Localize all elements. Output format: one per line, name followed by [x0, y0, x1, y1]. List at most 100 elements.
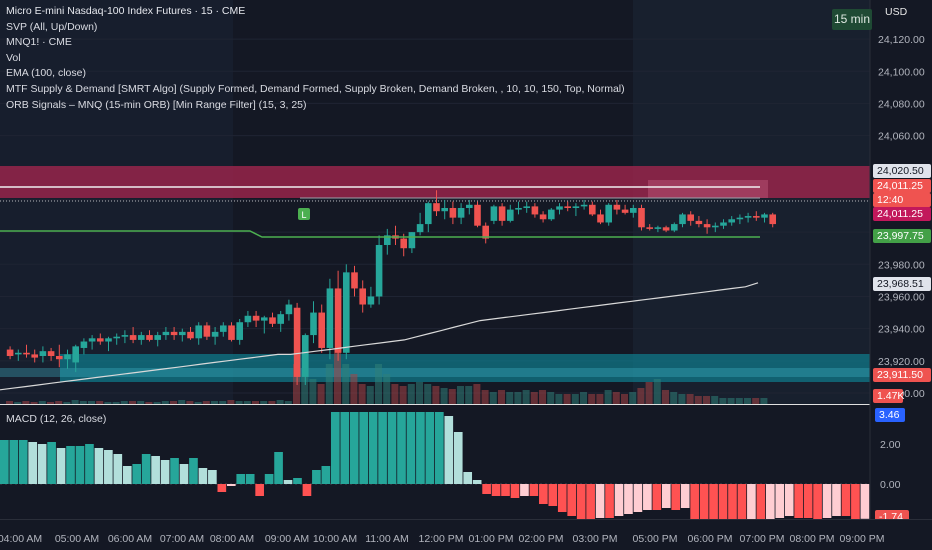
candle-body[interactable]: [441, 208, 448, 212]
candle-body[interactable]: [482, 225, 489, 239]
legend-ema[interactable]: EMA (100, close): [6, 67, 86, 80]
candle-body[interactable]: [105, 338, 112, 342]
candle-body[interactable]: [351, 272, 358, 289]
candle-body[interactable]: [416, 224, 424, 233]
candle-body[interactable]: [720, 222, 727, 226]
macd-histogram-bar[interactable]: [425, 412, 435, 484]
candle-body[interactable]: [80, 341, 88, 348]
candle-body[interactable]: [736, 217, 744, 220]
macd-histogram-bar[interactable]: [406, 412, 416, 484]
macd-histogram-bar[interactable]: [75, 446, 85, 484]
candle-body[interactable]: [539, 214, 547, 220]
candle-body[interactable]: [261, 317, 268, 321]
candle-body[interactable]: [203, 325, 211, 337]
candle-body[interactable]: [753, 216, 760, 218]
candle-body[interactable]: [564, 206, 571, 208]
macd-histogram-bar[interactable]: [359, 412, 369, 484]
candle-body[interactable]: [597, 214, 604, 223]
macd-histogram-bar[interactable]: [444, 416, 454, 484]
macd-histogram-bar[interactable]: [85, 444, 94, 484]
candle-body[interactable]: [613, 204, 621, 210]
candle-body[interactable]: [695, 220, 703, 225]
macd-histogram-bar[interactable]: [784, 484, 794, 516]
macd-histogram-bar[interactable]: [529, 484, 539, 496]
candle-body[interactable]: [220, 325, 227, 332]
candle-body[interactable]: [580, 204, 588, 207]
macd-histogram-bar[interactable]: [141, 454, 151, 484]
macd-histogram-bar[interactable]: [160, 460, 170, 484]
candle-body[interactable]: [64, 354, 71, 360]
candle-body[interactable]: [187, 331, 194, 339]
macd-histogram-bar[interactable]: [122, 466, 132, 484]
candle-body[interactable]: [474, 204, 481, 226]
candle-body[interactable]: [572, 206, 580, 208]
macd-histogram-bar[interactable]: [586, 484, 595, 522]
candle-body[interactable]: [170, 331, 178, 336]
macd-histogram-bar[interactable]: [189, 458, 198, 484]
macd-histogram-bar[interactable]: [472, 480, 482, 484]
macd-histogram-bar[interactable]: [860, 484, 870, 519]
macd-histogram-bar[interactable]: [794, 484, 804, 518]
candle-body[interactable]: [56, 356, 63, 360]
macd-histogram-bar[interactable]: [132, 464, 142, 484]
macd-histogram-bar[interactable]: [595, 484, 605, 518]
candle-body[interactable]: [138, 335, 145, 340]
candle-body[interactable]: [15, 352, 22, 355]
candle-body[interactable]: [703, 224, 711, 228]
macd-histogram-bar[interactable]: [387, 412, 397, 484]
macd-pane[interactable]: [0, 404, 932, 523]
timeframe-badge[interactable]: 15 min: [832, 9, 872, 30]
candle-body[interactable]: [761, 214, 768, 218]
candle-body[interactable]: [326, 288, 334, 348]
macd-legend[interactable]: MACD (12, 26, close): [6, 413, 107, 425]
candle-body[interactable]: [154, 335, 161, 340]
macd-histogram-bar[interactable]: [851, 484, 860, 522]
candle-body[interactable]: [367, 296, 375, 305]
candle-body[interactable]: [712, 225, 719, 228]
candle-body[interactable]: [654, 227, 662, 229]
candle-body[interactable]: [318, 312, 325, 348]
currency-label[interactable]: USD: [885, 6, 908, 18]
candle-body[interactable]: [195, 325, 202, 339]
macd-histogram-bar[interactable]: [709, 484, 718, 522]
macd-histogram-bar[interactable]: [841, 484, 851, 516]
macd-histogram-bar[interactable]: [255, 484, 264, 496]
macd-histogram-bar[interactable]: [170, 458, 179, 484]
macd-histogram-bar[interactable]: [349, 412, 359, 484]
macd-histogram-bar[interactable]: [236, 474, 246, 484]
candle-body[interactable]: [72, 346, 79, 363]
legend-svp[interactable]: SVP (All, Up/Down): [6, 20, 98, 33]
candle-body[interactable]: [744, 216, 752, 218]
macd-histogram-bar[interactable]: [47, 442, 56, 484]
legend-compare-symbol[interactable]: MNQ1! · CME: [6, 36, 72, 49]
macd-histogram-bar[interactable]: [226, 484, 236, 486]
candle-body[interactable]: [252, 315, 260, 321]
macd-histogram-bar[interactable]: [699, 484, 709, 522]
candle-body[interactable]: [515, 208, 522, 210]
candle-body[interactable]: [343, 272, 350, 353]
candle-body[interactable]: [457, 208, 465, 218]
candle-body[interactable]: [244, 315, 252, 323]
candle-body[interactable]: [31, 354, 38, 358]
macd-histogram-bar[interactable]: [208, 470, 217, 484]
macd-histogram-bar[interactable]: [548, 484, 558, 506]
candle-body[interactable]: [638, 208, 645, 228]
macd-histogram-bar[interactable]: [463, 472, 473, 484]
candle-body[interactable]: [630, 208, 637, 213]
candle-body[interactable]: [113, 336, 120, 339]
macd-histogram-bar[interactable]: [482, 484, 491, 494]
price-axis[interactable]: 24,120.00 24,100.00 24,080.00 24,060.00 24,0…: [869, 0, 932, 519]
candle-body[interactable]: [375, 245, 383, 297]
macd-histogram-bar[interactable]: [605, 484, 614, 518]
symbol-title[interactable]: Micro E-mini Nasdaq-100 Index Futures · …: [6, 5, 246, 17]
candle-body[interactable]: [531, 206, 539, 215]
candle-body[interactable]: [425, 203, 432, 225]
legend-orb-signals[interactable]: ORB Signals – MNQ (15-min ORB) [Min Rang…: [6, 98, 307, 111]
candle-body[interactable]: [466, 204, 473, 208]
macd-histogram-bar[interactable]: [37, 444, 47, 484]
macd-histogram-bar[interactable]: [643, 484, 652, 510]
candle-body[interactable]: [507, 209, 514, 221]
candle-body[interactable]: [605, 204, 612, 223]
macd-histogram-bar[interactable]: [567, 484, 577, 516]
macd-histogram-bar[interactable]: [94, 448, 104, 484]
